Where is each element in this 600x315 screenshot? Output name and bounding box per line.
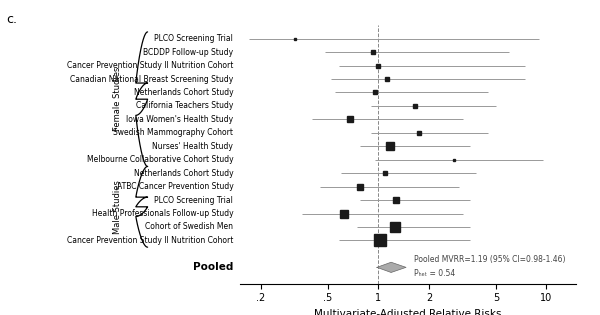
Text: c.: c. — [6, 13, 17, 26]
Text: PLCO Screening Trial: PLCO Screening Trial — [154, 34, 233, 43]
Text: California Teachers Study: California Teachers Study — [136, 101, 233, 111]
Text: Pₕₑₜ = 0.54: Pₕₑₜ = 0.54 — [414, 269, 455, 278]
Text: Pooled MVRR=1.19 (95% CI=0.98-1.46): Pooled MVRR=1.19 (95% CI=0.98-1.46) — [414, 255, 566, 265]
Text: Male Studies: Male Studies — [113, 180, 122, 234]
X-axis label: Multivariate-Adjusted Relative Risks: Multivariate-Adjusted Relative Risks — [314, 309, 502, 315]
Text: Iowa Women's Health Study: Iowa Women's Health Study — [126, 115, 233, 124]
Text: Cancer Prevention Study II Nutrition Cohort: Cancer Prevention Study II Nutrition Coh… — [67, 61, 233, 70]
Text: Melbourne Collaborative Cohort Study: Melbourne Collaborative Cohort Study — [86, 155, 233, 164]
Polygon shape — [377, 262, 406, 272]
Text: Nurses' Health Study: Nurses' Health Study — [152, 142, 233, 151]
Text: Swedish Mammography Cohort: Swedish Mammography Cohort — [113, 128, 233, 137]
Text: BCDDP Follow-up Study: BCDDP Follow-up Study — [143, 48, 233, 57]
Text: Cancer Prevention Study II Nutrition Cohort: Cancer Prevention Study II Nutrition Coh… — [67, 236, 233, 245]
Text: Pooled: Pooled — [193, 262, 233, 272]
Text: Health Professionals Follow-up Study: Health Professionals Follow-up Study — [92, 209, 233, 218]
Text: Netherlands Cohort Study: Netherlands Cohort Study — [134, 88, 233, 97]
Text: Cohort of Swedish Men: Cohort of Swedish Men — [145, 222, 233, 232]
Text: Netherlands Cohort Study: Netherlands Cohort Study — [134, 169, 233, 178]
Text: Female Studies: Female Studies — [113, 67, 122, 131]
Text: PLCO Screening Trial: PLCO Screening Trial — [154, 196, 233, 204]
Text: ATBC Cancer Prevention Study: ATBC Cancer Prevention Study — [116, 182, 233, 191]
Text: Canadian National Breast Screening Study: Canadian National Breast Screening Study — [70, 75, 233, 83]
